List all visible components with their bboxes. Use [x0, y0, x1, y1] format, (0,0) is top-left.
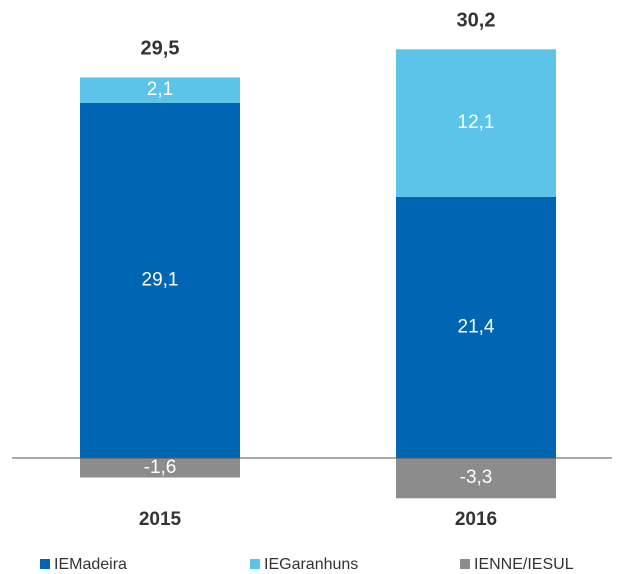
value-label: -1,6 — [144, 457, 177, 478]
value-label: 2,1 — [147, 79, 173, 100]
total-label: 29,5 — [141, 38, 180, 60]
bar-segment — [396, 49, 556, 197]
legend-swatch — [40, 559, 50, 569]
legend-swatch — [250, 559, 260, 569]
value-label: 12,1 — [458, 112, 495, 133]
value-label: -3,3 — [460, 467, 493, 488]
bar-segment — [396, 196, 556, 459]
x-tick-label: 2015 — [139, 509, 182, 530]
value-label: 29,1 — [142, 270, 179, 291]
legend-label: IEMadeira — [54, 556, 127, 573]
x-tick-label: 2016 — [455, 509, 497, 530]
legend-swatch — [460, 559, 470, 569]
bar-segment — [80, 77, 240, 103]
total-label: 30,2 — [457, 10, 496, 32]
legend-label: IEGaranhuns — [264, 556, 358, 573]
value-label: 21,4 — [458, 316, 495, 337]
bar-segment — [80, 102, 240, 458]
bar-segment — [80, 458, 240, 478]
bar-segment — [396, 458, 556, 499]
legend-label: IENNE/IESUL — [474, 556, 574, 573]
